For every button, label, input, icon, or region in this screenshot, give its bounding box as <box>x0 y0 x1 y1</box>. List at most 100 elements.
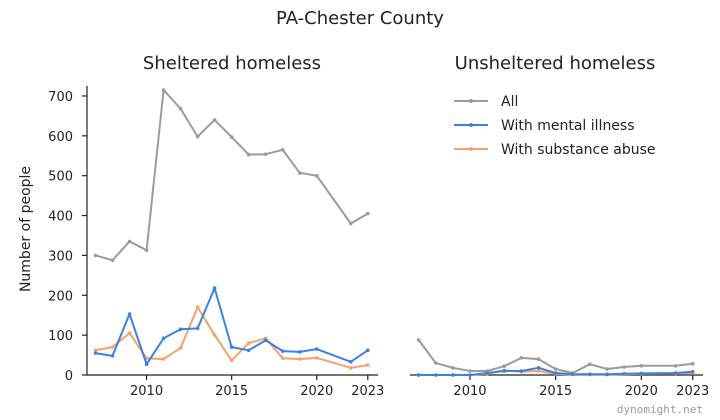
unsheltered-with-mental-illness-point-2019 <box>622 372 626 376</box>
sheltered-all-point-2019 <box>297 171 302 175</box>
sheltered-all-point-2013 <box>195 134 200 139</box>
unsheltered-with-mental-illness-point-2009 <box>451 373 455 377</box>
sheltered-y-tick-label-400: 400 <box>48 210 73 225</box>
sheltered-with-substance-abuse-point-2018 <box>280 356 285 361</box>
legend-marker-with-mental-illness <box>469 123 473 127</box>
sheltered-with-mental-illness-point-2017 <box>263 338 268 343</box>
sheltered-all-point-2020 <box>314 173 319 178</box>
sheltered-with-substance-abuse-point-2020 <box>314 356 319 360</box>
sheltered-all-point-2010 <box>144 248 149 253</box>
sheltered-series-with-substance-abuse-line <box>94 306 369 369</box>
sheltered-all-point-2007 <box>93 253 98 258</box>
sheltered-with-mental-illness-point-2020 <box>314 347 319 351</box>
unsheltered-x-tick-label-2023: 2023 <box>676 384 709 399</box>
sheltered-with-mental-illness-point-2010 <box>144 362 149 367</box>
unsheltered-all-point-2007 <box>416 338 421 342</box>
unsheltered-series-all-line <box>417 338 694 374</box>
sheltered-x-tick-label-2020: 2020 <box>300 384 333 399</box>
sheltered-series-all-line <box>94 89 369 262</box>
unsheltered-with-mental-illness-point-2012 <box>502 369 507 373</box>
sheltered-with-mental-illness-point-2011 <box>161 336 166 341</box>
sheltered-with-mental-illness-point-2009 <box>127 312 132 316</box>
unsheltered-all-point-2014 <box>536 357 541 361</box>
sheltered-with-mental-illness-point-2018 <box>280 349 285 353</box>
sheltered-all-point-2008 <box>110 258 115 263</box>
sheltered-with-mental-illness-point-2016 <box>246 348 251 353</box>
legend-label-with-mental-illness: With mental illness <box>501 118 635 134</box>
unsheltered-x-tick-label-2010: 2010 <box>453 384 486 399</box>
unsheltered-with-mental-illness-point-2018 <box>605 372 609 377</box>
sheltered-x-tick-label-2015: 2015 <box>215 384 248 399</box>
sheltered-with-substance-abuse-point-2015 <box>229 358 234 363</box>
unsheltered-with-mental-illness-point-2011 <box>485 371 489 375</box>
legend-label-with-substance-abuse: With substance abuse <box>501 142 656 158</box>
sheltered-with-mental-illness-point-2022 <box>348 360 353 364</box>
unsheltered-x-tick-label-2015: 2015 <box>539 384 572 399</box>
sheltered-series-with-mental-illness-line <box>94 287 369 366</box>
watermark: dynomight.net <box>617 403 703 416</box>
sheltered-y-tick-label-500: 500 <box>48 170 73 185</box>
sheltered-with-substance-abuse-point-2016 <box>246 341 251 345</box>
sheltered-y-tick-label-200: 200 <box>48 289 73 304</box>
sheltered-with-mental-illness-point-2007 <box>93 351 98 355</box>
sheltered-all-point-2017 <box>263 152 268 156</box>
legend-marker-all <box>469 99 473 103</box>
y-axis-label: Number of people <box>18 166 34 292</box>
sheltered-with-substance-abuse-point-2009 <box>127 331 132 335</box>
sheltered-all-point-2009 <box>127 239 132 244</box>
unsheltered-panel-title: Unsheltered homeless <box>455 53 656 74</box>
sheltered-with-substance-abuse-point-2019 <box>297 357 302 361</box>
sheltered-all-point-2011 <box>161 88 166 92</box>
legend-marker-with-substance-abuse <box>469 147 473 151</box>
unsheltered-with-substance-abuse-point-2014 <box>536 369 541 373</box>
sheltered-panel-title: Sheltered homeless <box>143 53 321 74</box>
unsheltered-x-tick-label-2020: 2020 <box>625 384 658 399</box>
unsheltered-all-point-2013 <box>519 356 524 360</box>
sheltered-with-mental-illness-point-2012 <box>178 327 183 331</box>
sheltered-with-substance-abuse-point-2011 <box>161 357 166 361</box>
legend: All With mental illness With substance abu… <box>454 94 656 158</box>
sheltered-y-tick-label-700: 700 <box>48 90 73 105</box>
sheltered-panel: Sheltered homeless Number of people 2010… <box>18 53 384 399</box>
unsheltered-all-point-2017 <box>588 362 592 367</box>
sheltered-with-mental-illness-point-2008 <box>110 354 115 358</box>
unsheltered-with-mental-illness-point-2014 <box>536 366 541 370</box>
unsheltered-all-point-2010 <box>468 369 472 373</box>
sheltered-with-substance-abuse-point-2014 <box>212 333 217 337</box>
sheltered-with-substance-abuse-point-2023 <box>365 363 370 367</box>
sheltered-y-tick-label-100: 100 <box>48 329 73 344</box>
unsheltered-with-mental-illness-point-2013 <box>519 369 524 373</box>
unsheltered-series-with-mental-illness-line <box>417 366 694 376</box>
sheltered-with-substance-abuse-point-2012 <box>178 346 183 350</box>
unsheltered-all-point-2015 <box>553 367 558 371</box>
unsheltered-with-mental-illness-point-2023 <box>690 370 695 374</box>
sheltered-all-point-2014 <box>212 118 217 122</box>
sheltered-all-point-2012 <box>178 106 183 111</box>
sheltered-all-point-2016 <box>246 152 251 157</box>
unsheltered-with-mental-illness-point-2007 <box>416 373 421 377</box>
sheltered-all-point-2023 <box>365 211 370 216</box>
unsheltered-with-mental-illness-point-2022 <box>673 371 678 375</box>
sheltered-y-tick-label-0: 0 <box>65 369 73 384</box>
unsheltered-with-mental-illness-point-2010 <box>468 373 472 377</box>
sheltered-with-substance-abuse-point-2007 <box>93 348 98 353</box>
unsheltered-with-mental-illness-point-2008 <box>433 373 438 377</box>
sheltered-with-mental-illness-point-2019 <box>297 350 302 354</box>
figure-title: PA-Chester County <box>276 8 444 29</box>
unsheltered-all-point-2018 <box>605 367 609 371</box>
unsheltered-with-mental-illness-point-2016 <box>570 372 575 377</box>
unsheltered-all-point-2022 <box>673 364 678 368</box>
unsheltered-with-mental-illness-point-2015 <box>553 371 558 375</box>
sheltered-all-point-2015 <box>229 135 234 139</box>
unsheltered-all-point-2020 <box>639 364 644 368</box>
sheltered-with-substance-abuse-point-2008 <box>110 345 115 349</box>
unsheltered-panel: Unsheltered homeless 2010 2015 2020 2023 <box>410 53 709 399</box>
unsheltered-all-point-2019 <box>622 365 626 369</box>
sheltered-with-substance-abuse-point-2013 <box>195 305 200 310</box>
sheltered-x-tick-label-2010: 2010 <box>130 384 163 399</box>
sheltered-all-point-2022 <box>348 221 353 226</box>
sheltered-with-mental-illness-point-2015 <box>229 345 234 349</box>
unsheltered-all-point-2012 <box>502 364 507 369</box>
unsheltered-all-point-2009 <box>451 366 455 370</box>
unsheltered-all-point-2008 <box>433 361 438 365</box>
